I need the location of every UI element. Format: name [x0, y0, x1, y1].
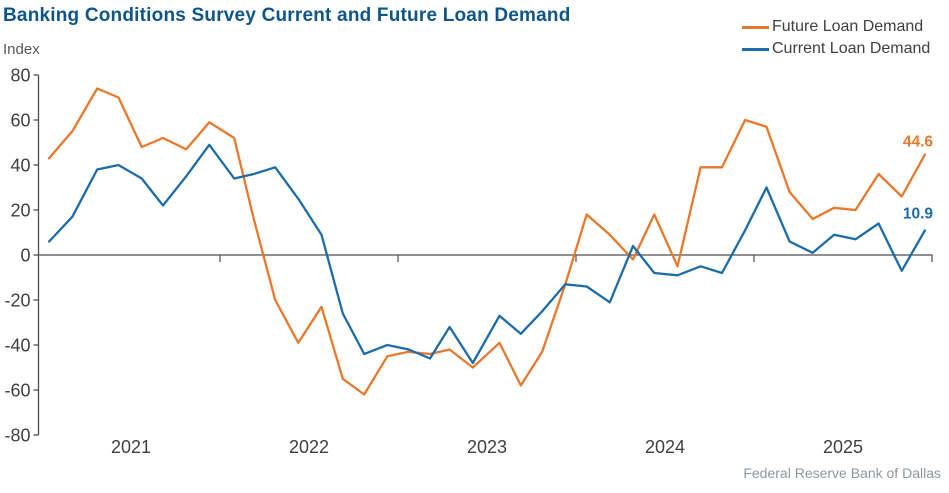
legend-label-current: Current Loan Demand: [772, 40, 931, 57]
y-axis-unit-label: Index: [3, 41, 40, 58]
legend-item-future: Future Loan Demand: [742, 16, 930, 38]
y-tick-label: 80: [10, 66, 30, 86]
end-value-label: 44.6: [903, 134, 934, 151]
future-line-swatch-icon: [742, 25, 769, 29]
y-tick-label: 60: [10, 111, 30, 131]
page-title: Banking Conditions Survey Current and Fu…: [3, 5, 571, 26]
x-tick-label: 2021: [111, 437, 151, 457]
y-tick-label: -60: [4, 381, 30, 401]
y-tick-label: -20: [4, 291, 30, 311]
x-tick-label: 2022: [289, 437, 329, 457]
source-attribution: Federal Reserve Bank of Dallas: [743, 465, 941, 481]
series-line-current: [47, 143, 927, 365]
legend-item-current: Current Loan Demand: [742, 38, 930, 60]
current-line-swatch-icon: [742, 47, 769, 51]
end-value-label: 10.9: [903, 205, 934, 222]
y-tick-label: -80: [4, 426, 30, 446]
y-tick-label: 40: [10, 156, 30, 176]
x-tick-label: 2023: [467, 437, 507, 457]
y-tick-label: 0: [20, 246, 30, 266]
x-tick-label: 2024: [645, 437, 685, 457]
x-tick-label: 2025: [823, 437, 863, 457]
y-tick-label: 20: [10, 201, 30, 221]
series-line-future: [47, 87, 927, 396]
legend: Future Loan Demand Current Loan Demand: [742, 16, 930, 60]
legend-label-future: Future Loan Demand: [772, 18, 924, 35]
y-tick-label: -40: [4, 336, 30, 356]
